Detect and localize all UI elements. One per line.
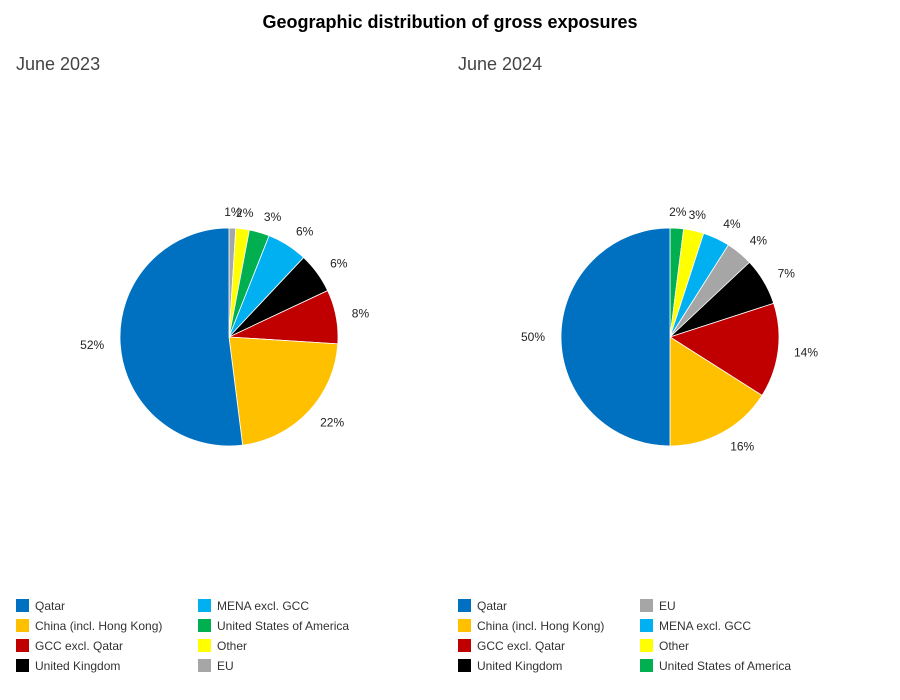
legend-swatch [458, 659, 471, 672]
slice-label-other: 2% [236, 206, 254, 220]
legend-label: China (incl. Hong Kong) [35, 619, 163, 633]
legend-swatch [640, 639, 653, 652]
slice-china-incl-hong-kong [669, 336, 763, 447]
legend-swatch [198, 639, 211, 652]
legend-label: MENA excl. GCC [659, 619, 752, 633]
legend-swatch [640, 659, 653, 672]
legend-label: GCC excl. Qatar [477, 639, 566, 653]
slice-label-gcc-excl-qatar: 8% [352, 307, 370, 321]
legend-label: Qatar [477, 599, 508, 613]
legend-label: Other [659, 639, 690, 653]
legend-swatch [16, 599, 29, 612]
slice-label-eu: 4% [750, 234, 768, 248]
slice-label-united-states-of-america: 2% [669, 205, 687, 219]
slice-label-mena-excl-gcc: 4% [723, 217, 741, 231]
legend-swatch [458, 619, 471, 632]
legend-swatch [458, 639, 471, 652]
slice-gcc-excl-qatar [669, 302, 780, 396]
legend-swatch [198, 659, 211, 672]
slice-label-united-kingdom: 6% [330, 257, 348, 271]
slice-label-united-states-of-america: 3% [264, 210, 282, 224]
chart-title: Geographic distribution of gross exposur… [262, 12, 638, 32]
legend-label: China (incl. Hong Kong) [477, 619, 605, 633]
legend-swatch [198, 619, 211, 632]
slice-qatar [560, 227, 671, 447]
legend-label: EU [217, 659, 234, 673]
slice-label-eu: 1% [224, 205, 242, 219]
legend-swatch [16, 659, 29, 672]
pie-june-2023: 1%2% 3% 6% 6% 8% 22% 52% [80, 205, 370, 447]
slice-qatar [119, 227, 244, 447]
legend-swatch [16, 639, 29, 652]
legend-label: United Kingdom [35, 659, 121, 673]
legend-swatch [198, 599, 211, 612]
legend-label: United States of America [217, 619, 350, 633]
legend-swatch [640, 599, 653, 612]
slice-label-china-incl-hong-kong: 16% [730, 440, 754, 454]
slice-label-other: 3% [689, 208, 707, 222]
slice-label-gcc-excl-qatar: 14% [794, 346, 818, 360]
slice-label-china-incl-hong-kong: 22% [320, 416, 344, 430]
pie-june-2024: 2% 3% 4% 4% 7% 14% 16% 50% [521, 205, 818, 453]
legend-swatch [640, 619, 653, 632]
legend-label: Other [217, 639, 248, 653]
legend-label: Qatar [35, 599, 66, 613]
slice-label-mena-excl-gcc: 6% [296, 225, 314, 239]
pie-title-june-2023: June 2023 [16, 54, 101, 74]
legend-label: United Kingdom [477, 659, 563, 673]
slice-label-qatar: 50% [521, 330, 545, 344]
legend-label: United States of America [659, 659, 792, 673]
legend-swatch [458, 599, 471, 612]
slice-label-united-kingdom: 7% [778, 266, 796, 280]
legend-label: EU [659, 599, 676, 613]
pie-title-june-2024: June 2024 [458, 54, 543, 74]
legend-label: GCC excl. Qatar [35, 639, 124, 653]
legend-swatch [16, 619, 29, 632]
legend-label: MENA excl. GCC [217, 599, 310, 613]
slice-label-qatar: 52% [80, 338, 104, 352]
slice-china-incl-hong-kong [228, 336, 339, 446]
